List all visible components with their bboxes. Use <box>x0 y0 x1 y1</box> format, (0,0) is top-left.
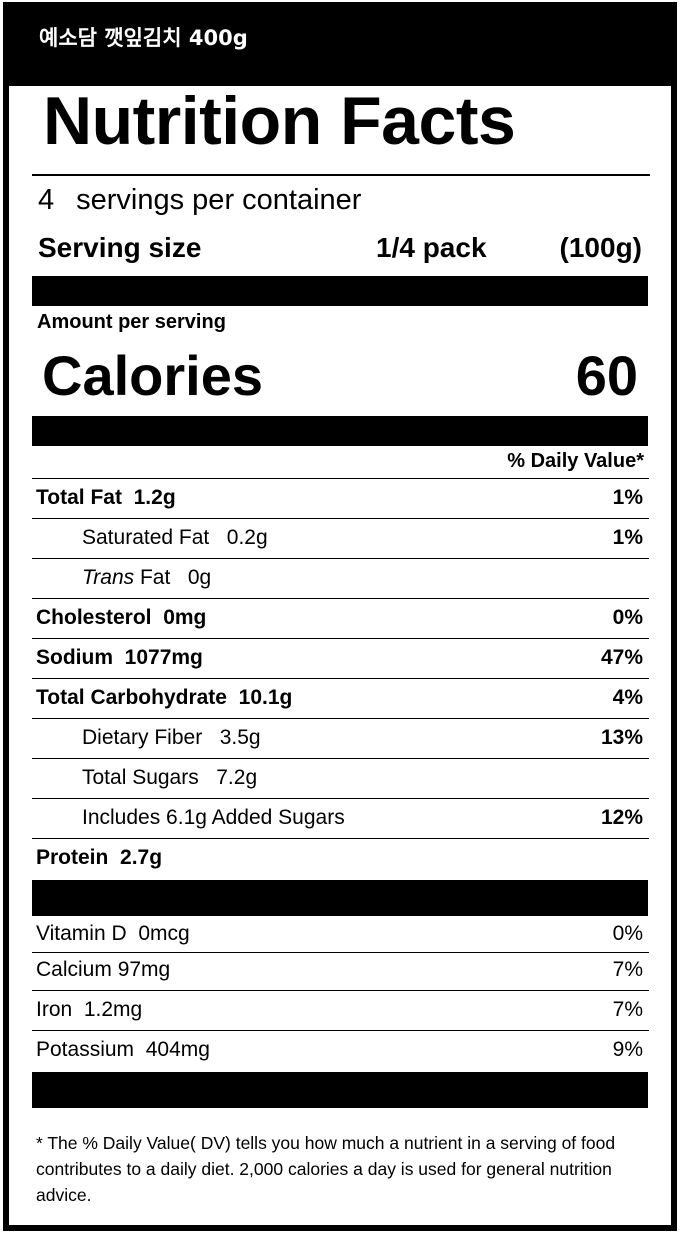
nutrient-row-protein: Protein 2.7g <box>32 838 644 878</box>
calories-label: Calories <box>42 344 263 407</box>
nutrient-name: Sodium <box>36 646 113 669</box>
nutrient-dv: 4% <box>612 686 643 709</box>
nutrient-name: Fat <box>139 566 171 589</box>
nutrient-name: Dietary Fiber <box>82 726 203 749</box>
vitamin-row-vitamin-d: Vitamin D 0mcg 0% <box>32 914 644 954</box>
divider <box>32 638 649 639</box>
servings-label: servings per container <box>76 184 362 216</box>
nutrient-row-dietary-fiber: Dietary Fiber 3.5g 13% <box>32 718 644 758</box>
nutrient-row-total-fat: Total Fat 1.2g 1% <box>32 478 644 518</box>
nutrient-amount: 0.2g <box>226 526 268 549</box>
vitamin-row-iron: Iron 1.2mg 7% <box>32 990 644 1030</box>
nutrient-row-added-sugars: Includes 6.1g Added Sugars 12% <box>32 798 644 838</box>
vitamin-dv: 7% <box>612 998 643 1021</box>
nutrient-name: Total Carbohydrate <box>36 686 227 709</box>
nutrient-amount: 10.1g <box>238 686 293 709</box>
nutrient-name: Total Sugars <box>82 766 199 789</box>
amount-per-serving: Amount per serving <box>37 311 226 333</box>
divider <box>32 758 649 759</box>
vitamin-amount: 0mcg <box>138 922 190 945</box>
nutrient-name: Saturated Fat <box>82 526 210 549</box>
nutrient-row-saturated-fat: Saturated Fat 0.2g 1% <box>32 518 644 558</box>
nutrient-row-sodium: Sodium 1077mg 47% <box>32 638 644 678</box>
nutrient-amount: 7.2g <box>216 766 258 789</box>
divider <box>32 174 650 176</box>
divider <box>32 718 649 719</box>
vitamin-name: Iron <box>36 998 73 1021</box>
divider <box>32 478 649 479</box>
vitamin-row-calcium: Calcium 97mg 7% <box>32 950 644 990</box>
nutrient-amount: 1077mg <box>124 646 203 669</box>
nutrient-dv: 12% <box>600 806 643 829</box>
thick-divider <box>32 416 648 446</box>
divider <box>32 598 649 599</box>
nutrient-amount: 1.2g <box>133 486 176 509</box>
product-header: 예소담 깻잎김치 400g <box>3 2 677 86</box>
vitamin-name: Calcium <box>36 958 112 981</box>
calories-value: 60 <box>575 344 638 407</box>
vitamin-dv: 0% <box>612 922 643 945</box>
serving-size-amount: 1/4 pack <box>376 232 487 263</box>
divider <box>32 678 649 679</box>
label-frame <box>3 2 677 1231</box>
vitamin-name: Potassium <box>36 1038 135 1061</box>
divider <box>32 518 649 519</box>
nutrient-name: Total Fat <box>36 486 122 509</box>
nutrient-name: Includes 6.1g Added Sugars <box>82 806 345 829</box>
nutrient-amount: 0mg <box>163 606 207 629</box>
thick-divider <box>32 1072 648 1108</box>
nutrient-amount: 2.7g <box>120 846 163 869</box>
nutrient-dv: 47% <box>600 646 643 669</box>
nutrient-name: Cholesterol <box>36 606 152 629</box>
nutrient-amount: 3.5g <box>219 726 261 749</box>
nutrient-row-total-sugars: Total Sugars 7.2g <box>32 758 644 798</box>
divider <box>32 798 649 799</box>
vitamin-amount: 1.2mg <box>83 998 143 1021</box>
serving-size-label: Serving size <box>38 232 202 263</box>
vitamin-amount: 97mg <box>117 958 171 981</box>
thick-divider <box>32 880 648 916</box>
divider <box>32 838 649 839</box>
daily-value-header: % Daily Value* <box>507 450 644 472</box>
serving-size-grams: (100g) <box>559 232 642 263</box>
nutrient-name-italic: Trans <box>82 566 135 589</box>
vitamin-dv: 7% <box>612 958 643 981</box>
nutrient-dv: 13% <box>600 726 643 749</box>
vitamin-dv: 9% <box>612 1038 643 1061</box>
footnote: * The % Daily Value( DV) tells you how m… <box>36 1133 616 1205</box>
nutrient-name: Protein <box>36 846 109 869</box>
nutrient-row-total-carbohydrate: Total Carbohydrate 10.1g 4% <box>32 678 644 718</box>
servings-count: 4 <box>38 184 55 216</box>
product-name: 예소담 깻잎김치 400g <box>39 26 248 50</box>
divider <box>32 990 649 991</box>
nutrient-amount: 0g <box>187 566 212 589</box>
divider <box>32 558 649 559</box>
divider <box>32 1030 649 1031</box>
nutrient-row-cholesterol: Cholesterol 0mg 0% <box>32 598 644 638</box>
servings-per-container: 4 servings per container <box>38 184 361 217</box>
nutrient-dv: 1% <box>612 486 643 509</box>
nutrient-dv: 1% <box>612 526 643 549</box>
nutrient-dv: 0% <box>612 606 643 629</box>
divider <box>32 952 649 953</box>
nutrient-row-trans-fat: Trans Fat 0g <box>32 558 644 598</box>
vitamin-name: Vitamin D <box>36 922 127 945</box>
nutrition-facts-title: Nutrition Facts <box>43 83 516 159</box>
vitamin-amount: 404mg <box>145 1038 210 1061</box>
thick-divider <box>32 276 648 306</box>
vitamin-row-potassium: Potassium 404mg 9% <box>32 1030 644 1070</box>
